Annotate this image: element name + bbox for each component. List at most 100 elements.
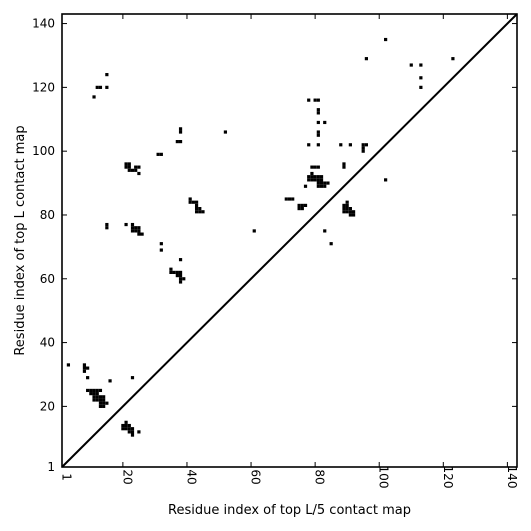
diagonal-line (61, 13, 518, 468)
contact-point (102, 398, 106, 402)
contact-point (188, 197, 192, 201)
contact-point (86, 388, 90, 393)
contact-point (124, 162, 128, 166)
y-tick-label: 100 (32, 144, 55, 158)
contact-point (130, 222, 135, 227)
contact-point (178, 277, 183, 281)
contact-point (130, 433, 135, 437)
contact-point (130, 376, 135, 380)
contact-point (342, 162, 346, 166)
contact-point (319, 184, 324, 188)
contact-point (130, 226, 135, 230)
y-axis-label: Residue index of top L contact map (13, 125, 28, 355)
contact-point (124, 420, 128, 424)
contact-point (310, 165, 314, 169)
contact-point (384, 178, 388, 182)
contact-point (313, 175, 317, 179)
contact-point (92, 388, 96, 393)
contact-point (316, 120, 320, 125)
contact-point (108, 379, 112, 383)
contact-point (175, 274, 179, 278)
contact-point (127, 430, 131, 434)
contact-point (124, 165, 128, 169)
y-tick-label: 60 (40, 272, 55, 286)
contact-point (188, 200, 192, 204)
contact-point (316, 143, 320, 147)
contact-point (124, 222, 128, 227)
contact-point (159, 242, 163, 246)
contact-point (310, 178, 314, 182)
contact-point (137, 229, 141, 233)
y-tick-label: 1 (47, 460, 55, 474)
contact-point (182, 277, 186, 281)
contact-point (121, 423, 125, 428)
contact-point (313, 98, 317, 102)
contact-point (342, 203, 346, 207)
contact-point (419, 85, 423, 89)
contact-point (300, 207, 304, 211)
contact-point (361, 146, 365, 150)
contact-point (105, 226, 109, 230)
x-axis-ticks: 1 20 40 60 80 100 120 140 (60, 14, 519, 488)
contact-point (105, 85, 109, 89)
contact-point (310, 171, 314, 176)
contact-point (316, 98, 320, 102)
contact-point (345, 203, 349, 207)
contact-point (287, 197, 292, 201)
contact-point (316, 130, 320, 134)
y-tick-label: 20 (40, 399, 55, 413)
contact-point (323, 229, 327, 233)
contact-point (194, 203, 199, 207)
contact-point (159, 248, 163, 252)
contact-point (178, 274, 183, 278)
contact-point (92, 95, 96, 99)
contact-point (339, 143, 343, 147)
contact-point (98, 395, 103, 399)
contact-point (297, 207, 301, 211)
contact-point (130, 427, 135, 431)
contact-point (134, 165, 138, 169)
contact-point (178, 130, 183, 134)
contact-point (178, 280, 183, 284)
x-tick-label: 60 (249, 469, 263, 484)
contact-point (169, 267, 173, 271)
contact-point (178, 127, 183, 131)
contact-point (137, 430, 141, 434)
contact-point (313, 178, 317, 182)
contact-point (329, 242, 333, 246)
contact-point (130, 430, 135, 434)
contact-point (303, 184, 308, 188)
contact-point (342, 207, 346, 211)
contact-point (303, 203, 308, 207)
contact-point (175, 140, 179, 144)
contact-point (127, 165, 131, 169)
x-tick-label: 1 (60, 473, 74, 481)
contact-point (316, 178, 320, 182)
contact-point (348, 210, 352, 214)
contact-point (124, 423, 128, 428)
contact-point (82, 369, 87, 373)
contact-point (284, 197, 288, 201)
contact-point (98, 401, 103, 405)
contact-point (98, 404, 103, 408)
contact-point (178, 270, 183, 274)
contact-point (319, 181, 324, 185)
contact-point (345, 200, 349, 204)
contact-point (384, 37, 388, 42)
contact-point (316, 165, 320, 169)
contact-point (361, 143, 365, 147)
x-axis-label: Residue index of top L/5 contact map (168, 503, 411, 518)
x-tick-label: 20 (120, 469, 134, 484)
contact-point (92, 395, 96, 399)
contact-point (307, 178, 311, 182)
contact-point (159, 152, 163, 156)
contact-point (348, 207, 352, 211)
contact-point (316, 133, 320, 137)
contact-point (345, 207, 349, 211)
x-tick-label: 120 (441, 466, 455, 489)
contact-point (351, 213, 356, 217)
contact-point (137, 171, 141, 176)
x-tick-label: 40 (184, 469, 198, 484)
contact-point (137, 165, 141, 169)
